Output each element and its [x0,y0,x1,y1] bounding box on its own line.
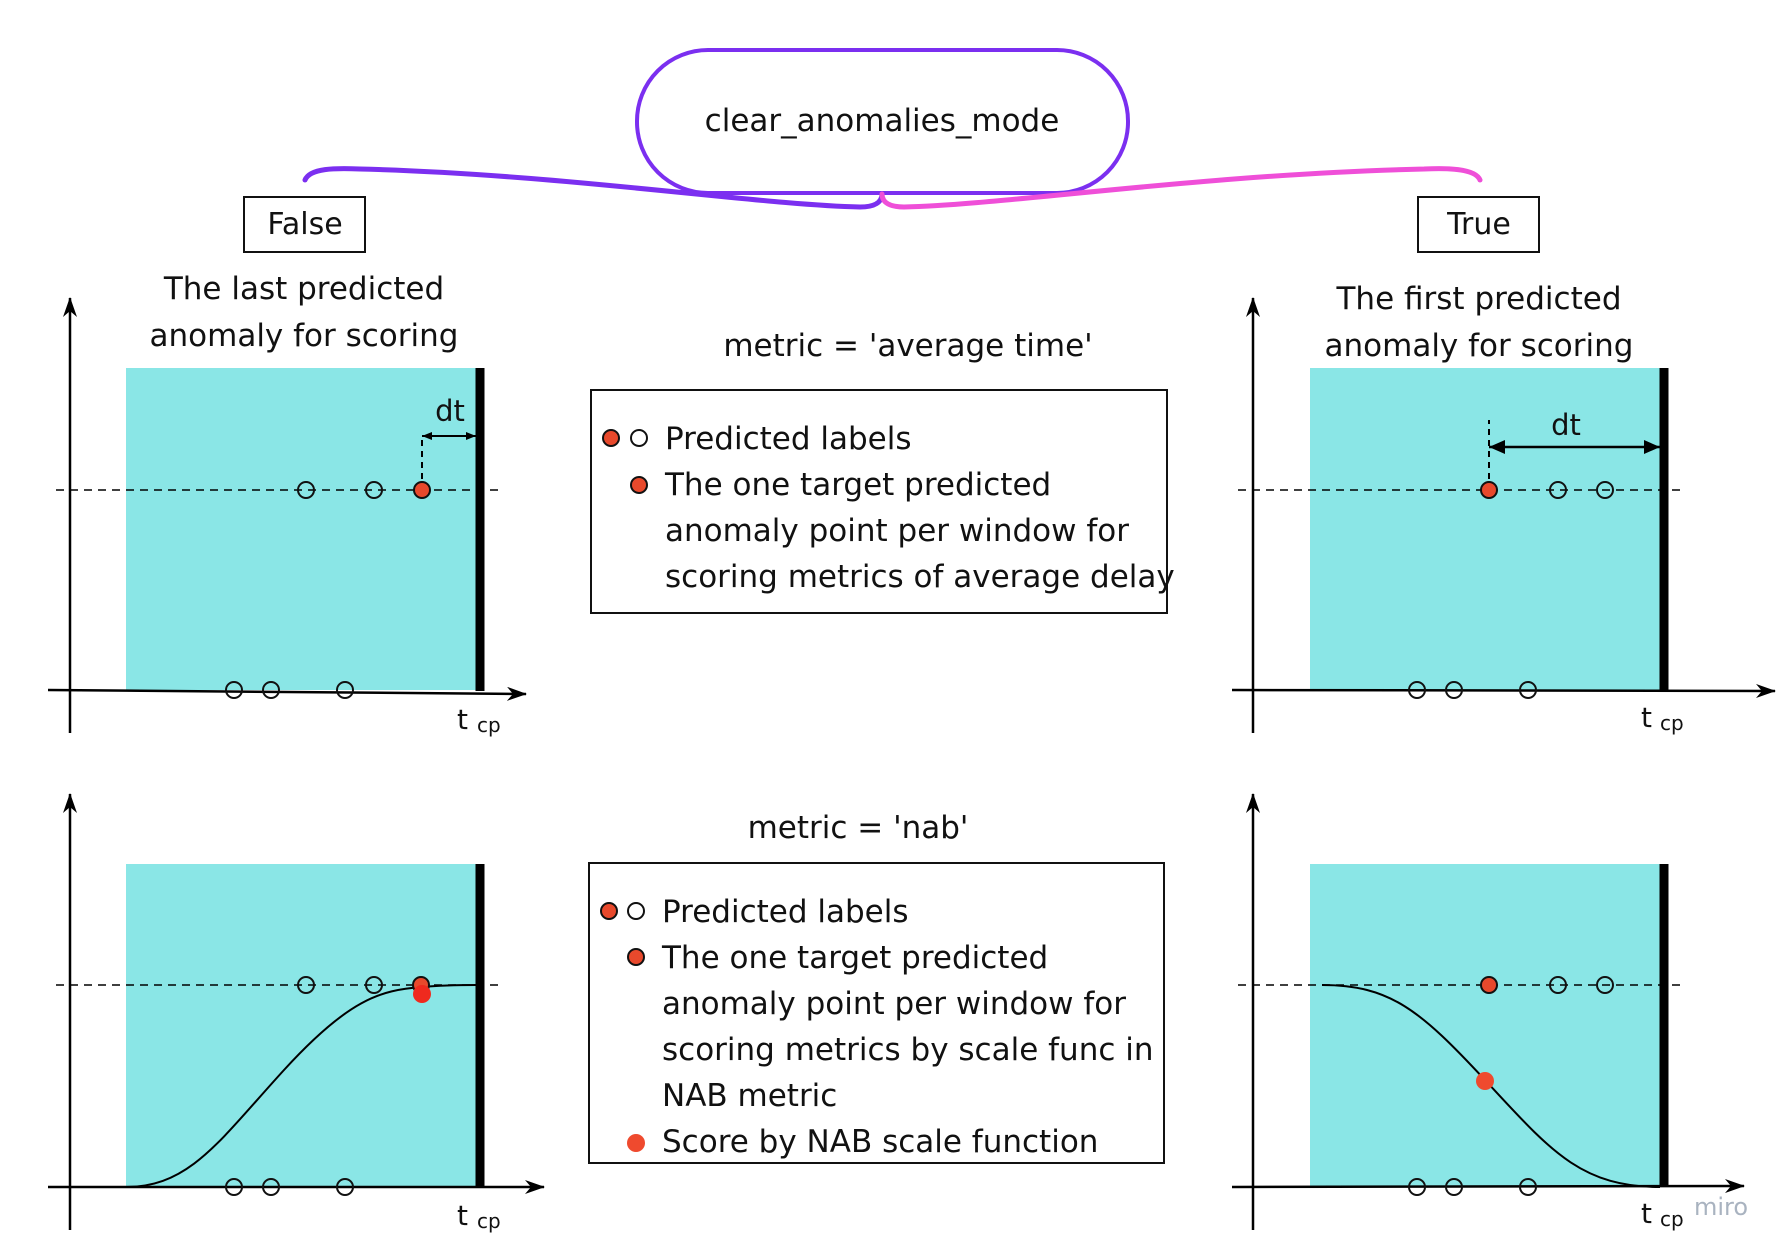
legend-score-marker [627,1134,645,1152]
window-region [126,864,477,1187]
window-region [126,368,477,690]
legend-hollow-marker [627,902,645,920]
label-hollow-point [1519,1178,1537,1196]
legend-target-marker [627,948,645,966]
x-axis [1231,683,1776,698]
label-hollow-point [1519,681,1537,699]
metric-nab-label: metric = 'nab' [748,810,969,846]
legend-average-time: Predicted labels The one target predicte… [590,389,1175,614]
legend-nab-item-2-line3: scoring metrics by scale func in [662,1032,1154,1068]
option-true: True The first predicted anomaly for sco… [1325,196,1634,364]
panel-true-average-time: dt t cp [1231,297,1776,735]
legend-nab-item-2-line1: The one target predicted [661,940,1048,976]
true-desc-line2: anomaly for scoring [1325,328,1634,364]
label-hollow-point [225,1178,243,1196]
nab-score-point [1476,1072,1494,1090]
predicted-hollow-point [1596,976,1614,994]
miro-watermark: miro [1694,1193,1748,1221]
t-label: t [1641,1197,1652,1230]
target-predicted-point [1480,481,1498,499]
legend-nab-item-1: Predicted labels [662,894,909,930]
cp-subscript: cp [477,713,501,737]
predicted-hollow-point [365,481,383,499]
predicted-hollow-point [297,976,315,994]
label-hollow-point [1445,681,1463,699]
mode-bracket [302,166,1483,210]
nab-score-point [413,985,431,1003]
legend-nab-item-3: Score by NAB scale function [662,1124,1098,1160]
legend-nab-box [588,862,1165,1164]
option-false: False The last predicted anomaly for sco… [150,196,459,354]
dt-label: dt [435,394,465,428]
panel-false-nab: t cp [48,793,545,1233]
mode-label: clear_anomalies_mode [705,103,1060,139]
predicted-hollow-point [297,481,315,499]
label-hollow-point [262,681,280,699]
predicted-hollow-point [1596,481,1614,499]
true-label: True [1446,207,1511,242]
true-box [1417,196,1540,253]
label-hollow-point [1445,1178,1463,1196]
predicted-hollow-point [365,976,383,994]
predicted-hollow-point [1549,976,1567,994]
metric-average-time-label: metric = 'average time' [723,328,1092,364]
legend-filled-marker [600,902,618,920]
legend-hollow-marker [630,429,648,447]
t-label: t [457,703,468,736]
true-desc-line1: The first predicted [1336,281,1622,317]
legend-nab-item-2-line4: NAB metric [662,1078,837,1114]
t-label: t [457,1199,468,1232]
legend-avg-item-2-line2: anomaly point per window for [665,513,1129,549]
bracket-right-arm [879,166,1483,210]
label-hollow-point [1408,1178,1426,1196]
cp-subscript: cp [477,1209,501,1233]
target-predicted-point [413,481,431,499]
legend-avg-box [590,389,1168,614]
mode-header: clear_anomalies_mode [635,48,1130,195]
bracket-left-arm [302,166,885,210]
legend-avg-item-2-line3: scoring metrics of average delay [665,559,1175,595]
panel-true-nab: t cp [1231,793,1745,1231]
legend-avg-item-2-line1: The one target predicted [664,467,1051,503]
dt-label: dt [1551,408,1581,442]
false-label: False [267,207,342,242]
label-hollow-point [225,681,243,699]
label-hollow-point [336,1178,354,1196]
legend-nab: Predicted labels The one target predicte… [588,862,1165,1164]
false-desc-line2: anomaly for scoring [150,318,459,354]
panel-false-average-time: dt t cp [47,297,527,737]
cp-subscript: cp [1660,1207,1684,1231]
false-box [243,196,366,253]
label-hollow-point [262,1178,280,1196]
predicted-hollow-point [1549,481,1567,499]
window-region [1310,864,1660,1187]
cp-subscript: cp [1660,711,1684,735]
nab-scale-curve [125,984,477,1188]
legend-target-marker [630,476,648,494]
t-label: t [1641,701,1652,734]
window-region [1310,368,1660,690]
label-hollow-point [1408,681,1426,699]
x-axis [47,686,527,701]
label-hollow-point [336,681,354,699]
legend-filled-marker [602,429,620,447]
legend-nab-item-2-line2: anomaly point per window for [662,986,1126,1022]
false-desc-line1: The last predicted [163,271,444,307]
legend-avg-item-1: Predicted labels [665,421,912,457]
target-predicted-point [1480,976,1498,994]
